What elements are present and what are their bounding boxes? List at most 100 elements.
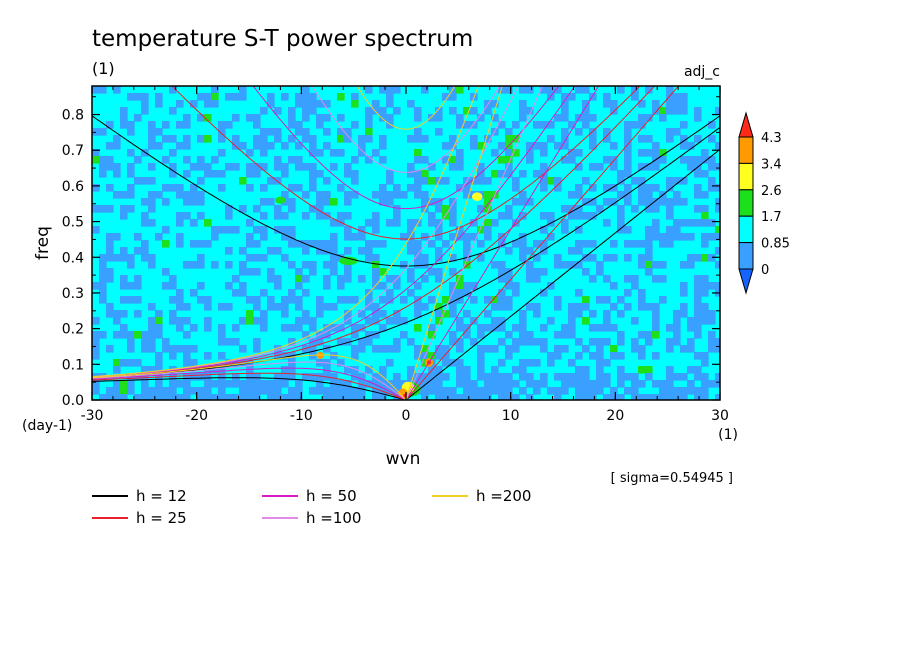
field-cell <box>302 261 310 269</box>
field-cell <box>372 254 380 262</box>
field-cell <box>428 268 436 276</box>
field-cell <box>309 184 317 192</box>
field-cell <box>505 282 513 290</box>
field-cell <box>316 373 324 381</box>
field-cell <box>484 387 492 395</box>
field-cell <box>281 310 289 318</box>
field-cell <box>603 198 611 206</box>
field-cell <box>540 289 548 297</box>
field-cell <box>393 184 401 192</box>
field-cell <box>701 352 709 360</box>
field-cell <box>631 338 639 346</box>
field-cell <box>694 205 702 213</box>
field-cell <box>295 380 303 388</box>
field-cell <box>113 380 121 388</box>
field-cell <box>638 352 646 360</box>
field-cell <box>491 114 499 122</box>
field-cell <box>141 247 149 255</box>
field-cell <box>344 226 352 234</box>
field-cell <box>659 296 667 304</box>
field-cell <box>323 331 331 339</box>
field-cell <box>414 177 422 185</box>
field-cell <box>428 331 436 339</box>
field-cell <box>575 380 583 388</box>
field-cell <box>281 380 289 388</box>
field-cell <box>484 324 492 332</box>
field-cell <box>400 331 408 339</box>
field-cell <box>379 184 387 192</box>
field-cell <box>267 247 275 255</box>
field-cell <box>610 142 618 150</box>
field-cell <box>274 345 282 353</box>
field-cell <box>456 366 464 374</box>
field-cell <box>666 387 674 395</box>
field-cell <box>631 387 639 395</box>
field-cell <box>659 149 667 157</box>
field-cell <box>680 261 688 269</box>
field-cell <box>120 310 128 318</box>
field-cell <box>344 380 352 388</box>
field-cell <box>281 324 289 332</box>
field-cell <box>218 380 226 388</box>
field-cell <box>127 163 135 171</box>
field-cell <box>148 331 156 339</box>
field-cell <box>456 317 464 325</box>
field-cell <box>323 191 331 199</box>
field-cell <box>344 268 352 276</box>
field-cell <box>246 170 254 178</box>
field-cell <box>666 240 674 248</box>
field-cell <box>281 254 289 262</box>
field-cell <box>106 387 114 395</box>
field-cell <box>106 184 114 192</box>
field-cell <box>183 380 191 388</box>
field-cell <box>435 303 443 311</box>
field-cell <box>673 387 681 395</box>
field-cell <box>379 310 387 318</box>
field-cell <box>484 233 492 241</box>
field-cell <box>183 261 191 269</box>
field-cell <box>183 142 191 150</box>
field-cell <box>190 387 198 395</box>
field-cell <box>687 324 695 332</box>
field-cell <box>295 275 303 283</box>
field-cell <box>372 275 380 283</box>
field-cell <box>463 310 471 318</box>
field-cell <box>589 338 597 346</box>
field-cell <box>575 240 583 248</box>
field-cell <box>120 247 128 255</box>
field-cell <box>666 233 674 241</box>
field-cell <box>204 163 212 171</box>
field-cell <box>414 240 422 248</box>
field-cell <box>575 373 583 381</box>
field-cell <box>365 156 373 164</box>
field-cell <box>694 394 702 400</box>
field-cell <box>498 380 506 388</box>
field-cell <box>575 289 583 297</box>
dispersion-curve <box>92 86 576 378</box>
field-cell <box>463 331 471 339</box>
colorbar-label: 3.4 <box>761 157 782 172</box>
field-cell <box>176 100 184 108</box>
field-cell <box>477 324 485 332</box>
field-cell <box>344 233 352 241</box>
field-cell <box>281 212 289 220</box>
field-cell <box>638 114 646 122</box>
field-cell <box>393 338 401 346</box>
field-cell <box>141 394 149 400</box>
field-cell <box>246 114 254 122</box>
field-cell <box>365 107 373 115</box>
field-cell <box>120 205 128 213</box>
field-cell <box>148 163 156 171</box>
y-tick-label: 0.4 <box>62 250 84 266</box>
field-peak <box>275 196 286 204</box>
field-cell <box>680 156 688 164</box>
field-cell <box>512 184 520 192</box>
field-cell <box>519 212 527 220</box>
field-cell <box>715 373 720 381</box>
field-cell <box>449 331 457 339</box>
field-cell <box>218 121 226 129</box>
field-cell <box>302 86 310 94</box>
field-cell <box>449 163 457 171</box>
field-cell <box>701 310 709 318</box>
field-cell <box>610 303 618 311</box>
